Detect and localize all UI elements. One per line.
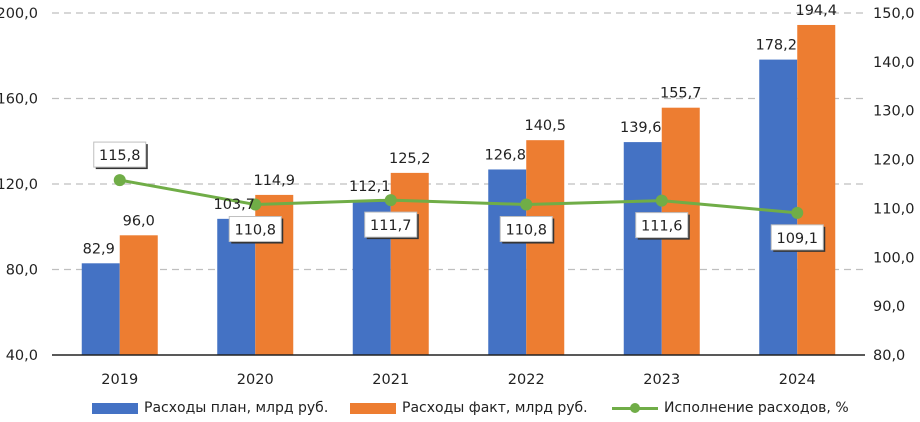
line-point — [384, 194, 397, 207]
axes: 40,0 80,0 120,0 160,0 200,0 80,0 90,0 100,0 110,… — [0, 6, 915, 388]
y-left-tick-label: 200,0 — [0, 6, 38, 22]
y-left-tick-label: 40,0 — [6, 348, 38, 364]
x-tick-label: 2024 — [779, 372, 816, 388]
x-tick-label: 2021 — [372, 372, 409, 388]
bar-plan — [759, 59, 798, 355]
data-labels: 82,9 96,0 103,7 114,9 112,1 125,2 126,8 140,5 13… — [83, 3, 837, 257]
legend: Расходы план, млрд руб. Расходы факт, мл… — [0, 400, 920, 422]
data-label-fact: 140,5 — [524, 118, 566, 134]
data-label-plan: 126,8 — [484, 147, 526, 163]
data-label-execution: 115,8 — [99, 148, 141, 164]
data-label-execution: 109,1 — [776, 231, 818, 247]
bar-fact — [119, 235, 158, 355]
line-point — [113, 174, 126, 187]
line-point — [249, 198, 262, 211]
legend-item-plan: Расходы план, млрд руб. — [92, 400, 328, 416]
bar-plan — [488, 169, 527, 355]
line-series — [113, 174, 804, 219]
data-label-box — [228, 216, 282, 243]
data-label-fact: 194,4 — [795, 3, 837, 19]
legend-label-execution: Исполнение расходов, % — [664, 400, 849, 416]
data-label-box — [770, 224, 824, 251]
data-label-execution: 110,8 — [234, 223, 276, 239]
line-point — [655, 194, 668, 207]
bar-plan — [623, 142, 662, 355]
gridlines — [52, 12, 865, 271]
x-tick-label: 2023 — [643, 372, 680, 388]
legend-swatch-execution — [612, 401, 658, 415]
data-label-fact: 155,7 — [660, 86, 702, 102]
data-label-plan: 178,2 — [755, 38, 797, 54]
line-point — [520, 198, 533, 211]
y-left-tick-label: 120,0 — [0, 177, 38, 193]
data-label-box — [364, 211, 418, 238]
data-label-execution: 110,8 — [505, 223, 547, 239]
line-point — [791, 206, 804, 219]
y-right-tick-label: 100,0 — [873, 250, 915, 266]
legend-label-fact: Расходы факт, млрд руб. — [402, 400, 588, 416]
bars — [81, 24, 836, 355]
y-right-tick-label: 140,0 — [873, 55, 915, 71]
legend-item-fact: Расходы факт, млрд руб. — [350, 400, 588, 416]
bar-plan — [81, 263, 120, 355]
data-label-fact: 96,0 — [123, 213, 155, 229]
y-right-tick-label: 150,0 — [873, 6, 915, 22]
y-right-tick-label: 130,0 — [873, 104, 915, 120]
line-execution — [119, 178, 798, 215]
chart: 82,9 96,0 103,7 114,9 112,1 125,2 126,8 140,5 13… — [0, 3, 915, 388]
data-label-box — [499, 216, 553, 243]
legend-item-execution: Исполнение расходов, % — [612, 400, 849, 416]
legend-swatch-fact — [350, 402, 396, 414]
bar-fact — [390, 172, 429, 355]
data-label-plan: 112,1 — [349, 179, 391, 195]
data-label-box — [635, 212, 689, 239]
data-label-box — [93, 141, 147, 168]
bar-fact — [797, 24, 836, 355]
y-right-tick-label: 110,0 — [873, 201, 915, 217]
legend-label-plan: Расходы план, млрд руб. — [144, 400, 329, 416]
data-label-execution: 111,6 — [641, 219, 683, 235]
data-label-fact: 125,2 — [389, 151, 431, 167]
data-label-plan: 82,9 — [83, 241, 115, 257]
y-left-tick-label: 160,0 — [0, 92, 38, 108]
y-right-tick-label: 90,0 — [873, 299, 905, 315]
data-label-fact: 114,9 — [253, 173, 295, 189]
bar-fact — [526, 140, 565, 355]
y-right-tick-label: 80,0 — [873, 348, 905, 364]
legend-swatch-plan — [92, 402, 138, 414]
y-left-tick-label: 80,0 — [6, 263, 38, 279]
x-tick-label: 2022 — [508, 372, 545, 388]
data-label-execution: 111,7 — [370, 218, 412, 234]
x-tick-label: 2019 — [101, 372, 138, 388]
y-right-tick-label: 120,0 — [873, 153, 915, 169]
x-tick-label: 2020 — [237, 372, 274, 388]
data-label-plan: 103,7 — [213, 197, 255, 213]
data-label-plan: 139,6 — [620, 120, 662, 136]
